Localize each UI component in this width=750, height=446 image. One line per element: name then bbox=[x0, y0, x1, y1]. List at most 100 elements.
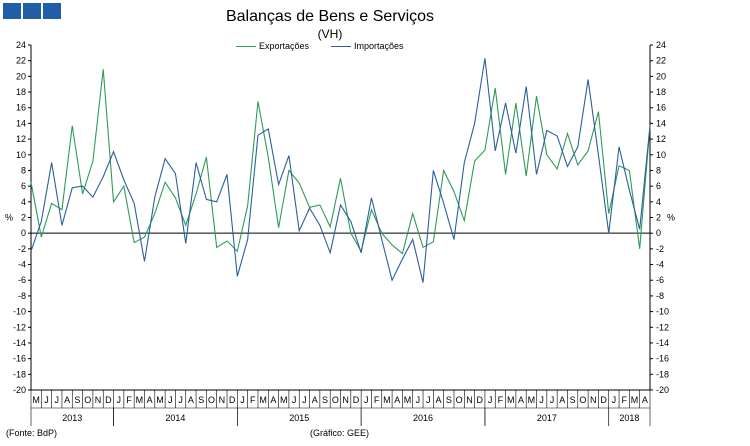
x-month-label: M bbox=[259, 395, 267, 405]
x-month-label: A bbox=[147, 395, 153, 405]
y-tick-label-left: 10 bbox=[16, 150, 26, 160]
x-month-label: J bbox=[302, 395, 307, 405]
x-month-label: A bbox=[518, 395, 524, 405]
x-month-label: N bbox=[219, 395, 226, 405]
y-tick-label-left: 4 bbox=[21, 197, 26, 207]
x-month-label: J bbox=[44, 395, 49, 405]
x-month-label: D bbox=[477, 395, 484, 405]
legend-item-exports: Exportações bbox=[236, 41, 309, 51]
x-month-label: M bbox=[136, 395, 144, 405]
x-month-label: N bbox=[342, 395, 349, 405]
x-year-label: 2017 bbox=[537, 413, 557, 423]
y-tick-label-left: 2 bbox=[21, 213, 26, 223]
y-tick-label-left: -10 bbox=[13, 307, 26, 317]
y-tick-label-right: -4 bbox=[656, 260, 664, 270]
x-month-label: S bbox=[198, 395, 204, 405]
y-tick-label-right: 14 bbox=[656, 118, 666, 128]
x-year-label: 2016 bbox=[413, 413, 433, 423]
x-month-label: J bbox=[539, 395, 544, 405]
x-month-label: J bbox=[116, 395, 121, 405]
x-month-label: M bbox=[280, 395, 288, 405]
x-month-label: A bbox=[436, 395, 442, 405]
x-month-label: J bbox=[55, 395, 60, 405]
legend-swatch-exports bbox=[236, 45, 256, 47]
credit-note: (Gráfico: GEE) bbox=[310, 428, 370, 438]
y-tick-label-left: -6 bbox=[18, 275, 26, 285]
y-tick-label-left: 12 bbox=[16, 134, 26, 144]
x-year-label: 2015 bbox=[289, 413, 309, 423]
x-month-label: M bbox=[32, 395, 40, 405]
y-tick-label-right: 6 bbox=[656, 181, 661, 191]
x-month-label: D bbox=[105, 395, 112, 405]
x-month-label: N bbox=[590, 395, 597, 405]
x-month-label: A bbox=[188, 395, 194, 405]
chart-subtitle: (VH) bbox=[317, 27, 343, 41]
legend-label-imports: Importações bbox=[354, 41, 404, 51]
y-tick-label-left: 6 bbox=[21, 181, 26, 191]
y-tick-label-left: -12 bbox=[13, 322, 26, 332]
x-month-label: F bbox=[621, 395, 627, 405]
x-month-label: A bbox=[270, 395, 276, 405]
x-month-label: D bbox=[353, 395, 360, 405]
x-month-label: D bbox=[229, 395, 236, 405]
y-tick-label-left: -20 bbox=[13, 385, 26, 395]
legend-swatch-imports bbox=[331, 45, 352, 47]
y-tick-label-right: 24 bbox=[656, 40, 666, 50]
y-tick-label-right: -14 bbox=[656, 338, 669, 348]
y-tick-label-right: 12 bbox=[656, 134, 666, 144]
series-line-imports bbox=[30, 58, 651, 283]
x-month-label: O bbox=[332, 395, 339, 405]
y-tick-label-right: 10 bbox=[656, 150, 666, 160]
y-tick-label-left: 8 bbox=[21, 165, 26, 175]
x-month-label: S bbox=[570, 395, 576, 405]
x-month-label: J bbox=[550, 395, 555, 405]
x-year-label: 2014 bbox=[165, 413, 185, 423]
y-tick-label-right: 2 bbox=[656, 213, 661, 223]
y-tick-label-right: 22 bbox=[656, 56, 666, 66]
x-month-label: M bbox=[404, 395, 412, 405]
x-month-label: N bbox=[466, 395, 473, 405]
y-tick-label-left: -14 bbox=[13, 338, 26, 348]
y-unit-label-right: % bbox=[667, 213, 675, 223]
x-month-label: J bbox=[240, 395, 245, 405]
x-month-label: J bbox=[416, 395, 421, 405]
y-tick-label-right: -12 bbox=[656, 322, 669, 332]
x-month-label: S bbox=[322, 395, 328, 405]
x-month-label: A bbox=[642, 395, 648, 405]
x-month-label: M bbox=[383, 395, 391, 405]
x-month-label: N bbox=[95, 395, 102, 405]
y-tick-label-right: 8 bbox=[656, 165, 661, 175]
x-month-label: F bbox=[126, 395, 132, 405]
y-tick-label-left: 20 bbox=[16, 71, 26, 81]
x-month-label: M bbox=[507, 395, 515, 405]
x-month-label: A bbox=[312, 395, 318, 405]
x-month-label: D bbox=[600, 395, 607, 405]
y-tick-label-right: 20 bbox=[656, 71, 666, 81]
y-tick-label-right: -16 bbox=[656, 354, 669, 364]
logo-block-1 bbox=[3, 3, 21, 19]
logo-block-3 bbox=[43, 3, 61, 19]
x-month-label: J bbox=[292, 395, 297, 405]
y-tick-label-left: 14 bbox=[16, 118, 26, 128]
y-tick-label-left: 16 bbox=[16, 103, 26, 113]
x-month-label: M bbox=[156, 395, 164, 405]
logo-block-2 bbox=[23, 3, 41, 19]
x-month-label: F bbox=[374, 395, 380, 405]
y-tick-label-left: -16 bbox=[13, 354, 26, 364]
x-month-label: J bbox=[612, 395, 617, 405]
x-month-label: A bbox=[559, 395, 565, 405]
legend: Exportações Importações bbox=[236, 41, 404, 51]
x-month-label: M bbox=[528, 395, 536, 405]
y-tick-label-right: 18 bbox=[656, 87, 666, 97]
y-tick-label-right: -2 bbox=[656, 244, 664, 254]
x-month-label: J bbox=[426, 395, 431, 405]
x-month-label: S bbox=[74, 395, 80, 405]
y-tick-label-left: 24 bbox=[16, 40, 26, 50]
x-month-label: J bbox=[168, 395, 173, 405]
x-month-label: O bbox=[208, 395, 215, 405]
x-month-label: O bbox=[84, 395, 91, 405]
x-year-label: 2018 bbox=[619, 413, 639, 423]
y-tick-label-right: 4 bbox=[656, 197, 661, 207]
legend-label-exports: Exportações bbox=[259, 41, 310, 51]
